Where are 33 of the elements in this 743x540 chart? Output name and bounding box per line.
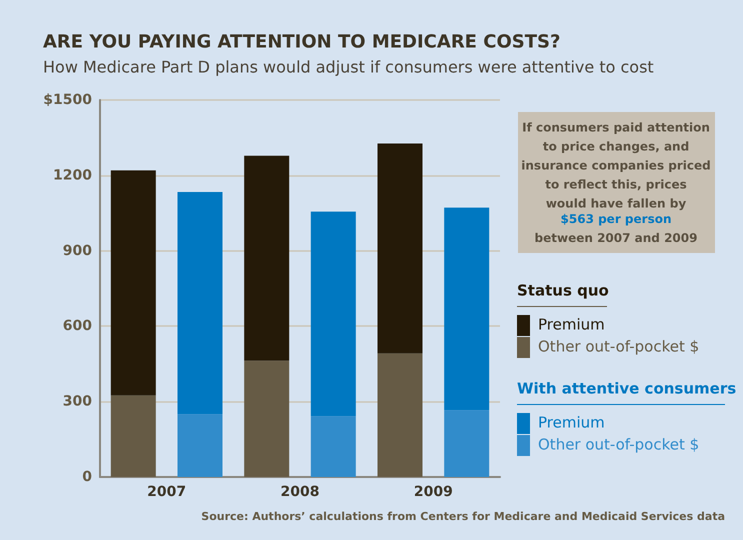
bar: [378, 143, 422, 354]
text: between 2007 and 2009: [534, 231, 698, 245]
y-tick-label: 600: [62, 318, 92, 334]
text: $563 per person: [560, 212, 672, 226]
y-tick-label: 1200: [53, 167, 92, 184]
bar: [244, 156, 290, 361]
x-tick-label: 2008: [280, 484, 320, 500]
legend-label: Other out-of-pocket $: [538, 338, 700, 356]
bar: [444, 208, 490, 410]
bar: [178, 192, 222, 414]
legend-label: Premium: [538, 316, 605, 334]
text: Premium: [538, 414, 605, 432]
text: If consumers paid attention to price changes, and insurance companies priced to reflect this, prices would have fallen by: [521, 120, 711, 210]
y-tick-label: 900: [62, 242, 92, 259]
text: Status quo: [517, 282, 609, 300]
x-tick-label: 2009: [414, 484, 453, 500]
x-tick-label: 2007: [147, 484, 186, 500]
y-tick-label: 300: [62, 394, 92, 410]
y-tick-label: $1500: [43, 92, 92, 108]
y-tick-label: 0: [82, 469, 92, 485]
bar: [310, 416, 356, 477]
chart-title: ARE YOU PAYING ATTENTION TO MEDICARE COSTS?: [43, 32, 560, 52]
bar: [178, 414, 222, 477]
bar: [244, 360, 290, 477]
bar: [110, 395, 156, 477]
source-note: Source: Authors’ calculations from Centers for Medicare and Medicaid Services data: [201, 510, 726, 523]
text: Other out-of-pocket $: [538, 436, 700, 454]
bar: [110, 170, 156, 396]
text: With attentive consumers: [517, 380, 736, 398]
bar: [444, 410, 490, 477]
bar: [378, 353, 422, 477]
chart-subtitle: How Medicare Part D plans would adjust if consumers were attentive to cost: [43, 58, 654, 76]
bar: [310, 212, 356, 416]
